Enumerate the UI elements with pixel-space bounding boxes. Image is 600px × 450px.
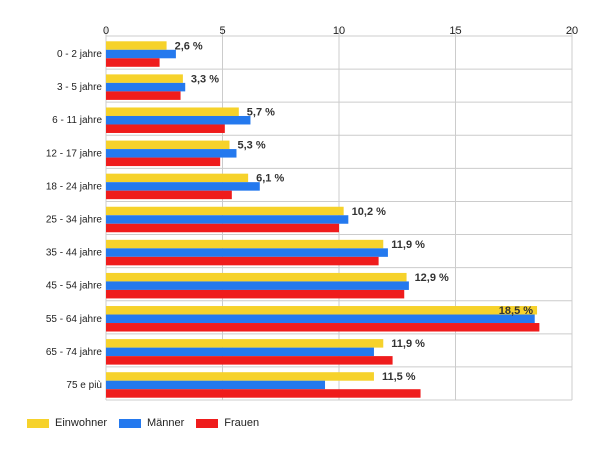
bar-einwohner bbox=[106, 41, 167, 50]
bar-mnner bbox=[106, 82, 186, 92]
bar-frauen bbox=[106, 389, 421, 398]
legend-label-manner: Männer bbox=[146, 417, 185, 429]
legend-label-frauen: Frauen bbox=[224, 417, 260, 429]
category-label: 75 e più bbox=[66, 380, 102, 391]
bar-mnner bbox=[106, 215, 349, 224]
data-label: 11,9 % bbox=[391, 239, 425, 251]
bar-frauen bbox=[106, 124, 225, 133]
bar-frauen bbox=[106, 289, 405, 299]
bar-einwohner bbox=[106, 272, 407, 282]
data-label: 6,1 % bbox=[256, 173, 284, 185]
category-label: 0 - 2 jahre bbox=[57, 49, 102, 60]
bar-einwohner bbox=[106, 372, 374, 381]
bar-mnner bbox=[106, 380, 326, 390]
category-label: 55 - 64 jahre bbox=[46, 314, 103, 325]
data-label: 12,9 % bbox=[415, 272, 449, 284]
category-label: 6 - 11 jahre bbox=[52, 115, 102, 126]
legend-label-einwohner: Einwohner bbox=[55, 417, 107, 429]
category-label: 65 - 74 jahre bbox=[46, 347, 103, 358]
legend-item-manner: Männer bbox=[118, 417, 185, 429]
category-label: 3 - 5 jahre bbox=[57, 82, 102, 93]
x-tick-label: 5 bbox=[219, 25, 225, 37]
category-label: 35 - 44 jahre bbox=[46, 248, 103, 259]
x-tick-label: 15 bbox=[449, 25, 461, 37]
bar-frauen bbox=[106, 323, 540, 332]
bar-einwohner bbox=[106, 74, 183, 83]
data-label: 5,3 % bbox=[237, 140, 265, 152]
legend-item-frauen: Frauen bbox=[196, 417, 259, 429]
bar-frauen bbox=[106, 223, 339, 233]
bar-mnner bbox=[106, 248, 388, 257]
bars bbox=[106, 41, 540, 398]
legend-swatch-manner bbox=[118, 418, 141, 428]
x-tick-label: 10 bbox=[333, 25, 345, 37]
bar-frauen bbox=[106, 256, 379, 266]
bar-mnner bbox=[106, 281, 409, 290]
legend: Einwohner Männer Frauen bbox=[27, 417, 271, 429]
data-labels: 2,6 % 3,3 % 5,7 % 5,3 % 6,1 % 10,2 % 11,9 % 12,… bbox=[175, 40, 534, 383]
bar-mnner bbox=[106, 314, 535, 324]
legend-swatch-frauen bbox=[196, 418, 219, 428]
bar-einwohner bbox=[106, 140, 230, 150]
x-axis-ticks: 0 5 10 15 20 bbox=[103, 25, 578, 37]
bar-mnner bbox=[106, 347, 374, 357]
category-label: 18 - 24 jahre bbox=[46, 181, 103, 192]
bar-mnner bbox=[106, 49, 176, 59]
bar-einwohner bbox=[106, 306, 538, 315]
data-label: 18,5 % bbox=[499, 305, 533, 317]
bar-einwohner bbox=[106, 339, 384, 348]
bar-frauen bbox=[106, 356, 393, 365]
category-label: 45 - 54 jahre bbox=[46, 281, 103, 292]
bar-frauen bbox=[106, 157, 221, 167]
data-label: 11,5 % bbox=[382, 371, 416, 383]
bar-frauen bbox=[106, 91, 181, 100]
bar-mnner bbox=[106, 182, 260, 191]
legend-swatch-einwohner bbox=[27, 418, 49, 428]
bar-frauen bbox=[106, 190, 232, 200]
bar-einwohner bbox=[106, 206, 344, 216]
bar-einwohner bbox=[106, 107, 239, 116]
data-label: 3,3 % bbox=[191, 73, 219, 85]
x-tick-label: 20 bbox=[566, 25, 578, 37]
category-label: 12 - 17 jahre bbox=[46, 148, 103, 159]
data-label: 10,2 % bbox=[352, 206, 386, 218]
bar-mnner bbox=[106, 149, 237, 158]
x-tick-label: 0 bbox=[103, 25, 109, 37]
legend-item-einwohner: Einwohner bbox=[27, 417, 107, 429]
bar-mnner bbox=[106, 115, 251, 125]
category-labels: 0 - 2 jahre 3 - 5 jahre 6 - 11 jahre 12 - 1… bbox=[46, 49, 103, 391]
gridlines bbox=[105, 28, 573, 401]
bar-einwohner bbox=[106, 239, 384, 249]
bar-einwohner bbox=[106, 173, 249, 183]
data-label: 5,7 % bbox=[247, 106, 275, 118]
bar-frauen bbox=[106, 58, 160, 67]
data-label: 2,6 % bbox=[175, 40, 203, 52]
category-label: 25 - 34 jahre bbox=[46, 215, 103, 226]
data-label: 11,9 % bbox=[391, 338, 425, 350]
